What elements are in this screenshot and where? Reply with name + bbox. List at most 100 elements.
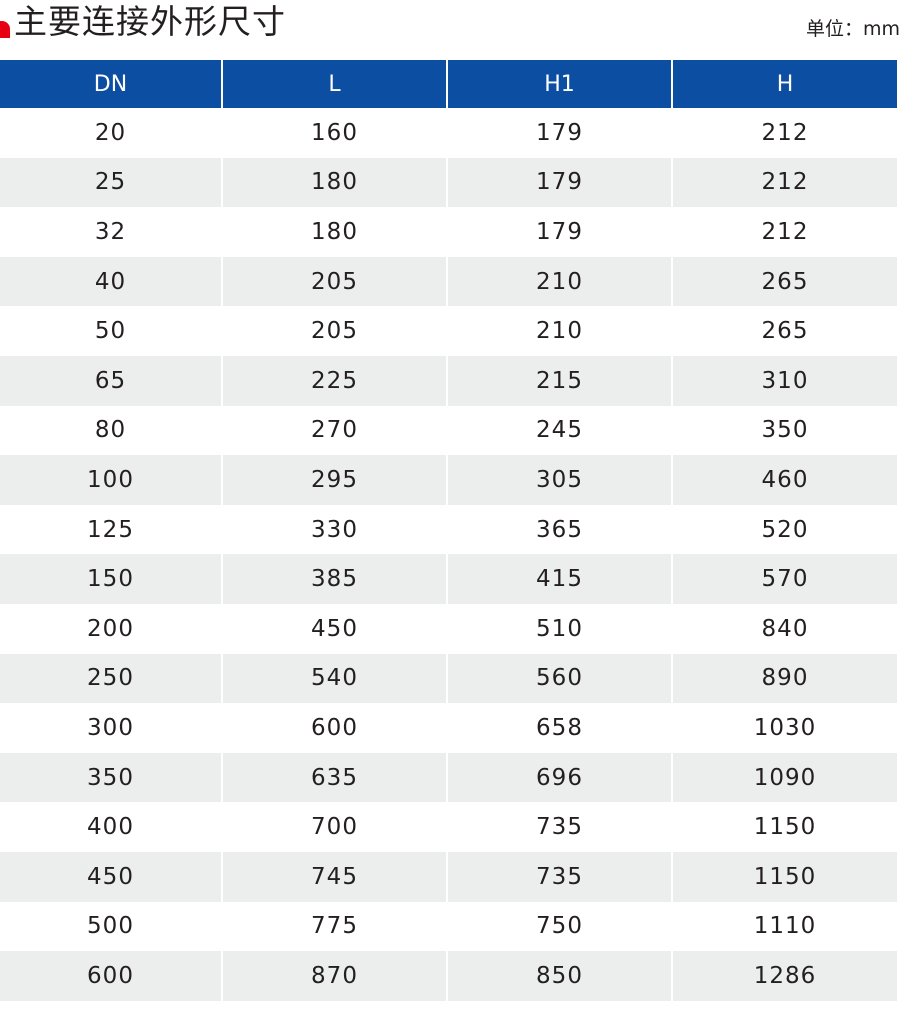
column-header-h1: H1 bbox=[446, 60, 672, 108]
cell-dn: 50 bbox=[0, 306, 222, 356]
table-row: 80 270 245 350 bbox=[0, 405, 897, 456]
cell-h: 1150 bbox=[671, 851, 897, 902]
table-row: 400 700 735 1150 bbox=[0, 802, 897, 852]
cell-l: 870 bbox=[221, 951, 447, 1001]
table-row: 50 205 210 265 bbox=[0, 306, 897, 356]
cell-h1: 179 bbox=[446, 108, 672, 158]
cell-dn: 350 bbox=[0, 752, 222, 803]
table-row: 100 295 305 460 bbox=[0, 455, 897, 505]
table-row: 450 745 735 1150 bbox=[0, 851, 897, 902]
cell-h1: 560 bbox=[446, 653, 672, 704]
cell-h1: 365 bbox=[446, 504, 672, 555]
cell-h: 265 bbox=[671, 306, 897, 356]
cell-h: 1030 bbox=[671, 703, 897, 753]
cell-h: 570 bbox=[671, 554, 897, 604]
cell-h1: 415 bbox=[446, 554, 672, 604]
cell-l: 225 bbox=[221, 355, 447, 406]
cell-h1: 510 bbox=[446, 603, 672, 654]
cell-h1: 750 bbox=[446, 901, 672, 952]
cell-dn: 600 bbox=[0, 951, 222, 1001]
cell-l: 330 bbox=[221, 504, 447, 555]
table-row: 250 540 560 890 bbox=[0, 653, 897, 704]
cell-h: 1150 bbox=[671, 802, 897, 852]
cell-dn: 25 bbox=[0, 157, 222, 208]
table-row: 40 205 210 265 bbox=[0, 256, 897, 307]
cell-dn: 450 bbox=[0, 851, 222, 902]
cell-h: 212 bbox=[671, 108, 897, 158]
cell-l: 205 bbox=[221, 306, 447, 356]
cell-l: 205 bbox=[221, 256, 447, 307]
cell-h1: 179 bbox=[446, 157, 672, 208]
cell-h: 212 bbox=[671, 207, 897, 257]
cell-h: 350 bbox=[671, 405, 897, 456]
cell-dn: 125 bbox=[0, 504, 222, 555]
title-accent-marker bbox=[0, 21, 10, 38]
cell-dn: 150 bbox=[0, 554, 222, 604]
cell-l: 745 bbox=[221, 851, 447, 902]
cell-dn: 80 bbox=[0, 405, 222, 456]
cell-dn: 65 bbox=[0, 355, 222, 406]
table-row: 65 225 215 310 bbox=[0, 355, 897, 406]
cell-h1: 210 bbox=[446, 306, 672, 356]
cell-l: 295 bbox=[221, 455, 447, 505]
table-row: 25 180 179 212 bbox=[0, 157, 897, 208]
cell-l: 385 bbox=[221, 554, 447, 604]
cell-dn: 20 bbox=[0, 108, 222, 158]
table-row: 300 600 658 1030 bbox=[0, 703, 897, 753]
cell-h1: 735 bbox=[446, 802, 672, 852]
cell-h: 1286 bbox=[671, 951, 897, 1001]
cell-dn: 32 bbox=[0, 207, 222, 257]
column-header-dn: DN bbox=[0, 60, 222, 108]
cell-h: 890 bbox=[671, 653, 897, 704]
cell-l: 450 bbox=[221, 603, 447, 654]
table-row: 150 385 415 570 bbox=[0, 554, 897, 604]
cell-dn: 100 bbox=[0, 455, 222, 505]
column-header-h: H bbox=[671, 60, 897, 108]
table-row: 32 180 179 212 bbox=[0, 207, 897, 257]
cell-l: 600 bbox=[221, 703, 447, 753]
unit-label: 单位：mm bbox=[805, 18, 900, 40]
table-row: 125 330 365 520 bbox=[0, 504, 897, 555]
cell-h: 1090 bbox=[671, 752, 897, 803]
cell-h: 310 bbox=[671, 355, 897, 406]
cell-h1: 245 bbox=[446, 405, 672, 456]
table-row: 350 635 696 1090 bbox=[0, 752, 897, 803]
cell-l: 700 bbox=[221, 802, 447, 852]
cell-dn: 400 bbox=[0, 802, 222, 852]
cell-h: 460 bbox=[671, 455, 897, 505]
cell-h: 1110 bbox=[671, 901, 897, 952]
cell-h1: 658 bbox=[446, 703, 672, 753]
table-row: 200 450 510 840 bbox=[0, 603, 897, 654]
cell-h1: 305 bbox=[446, 455, 672, 505]
cell-l: 635 bbox=[221, 752, 447, 803]
table-header-row: DN L H1 H bbox=[0, 60, 897, 108]
cell-dn: 40 bbox=[0, 256, 222, 307]
cell-h1: 215 bbox=[446, 355, 672, 406]
cell-l: 180 bbox=[221, 157, 447, 208]
table-row: 20 160 179 212 bbox=[0, 108, 897, 158]
cell-h1: 696 bbox=[446, 752, 672, 803]
table-row: 600 870 850 1286 bbox=[0, 951, 897, 1001]
cell-h1: 210 bbox=[446, 256, 672, 307]
table-row: 500 775 750 1110 bbox=[0, 901, 897, 952]
table-body: 20 160 179 212 25 180 179 212 32 180 179 212 40 205 21… bbox=[0, 108, 897, 1001]
dimensions-table: DN L H1 H 20 160 179 212 25 180 179 212 32 180 179… bbox=[0, 60, 897, 1001]
cell-l: 270 bbox=[221, 405, 447, 456]
cell-l: 775 bbox=[221, 901, 447, 952]
cell-l: 540 bbox=[221, 653, 447, 704]
cell-h: 265 bbox=[671, 256, 897, 307]
cell-l: 160 bbox=[221, 108, 447, 158]
page-title: 主要连接外形尺寸 bbox=[14, 2, 286, 41]
cell-l: 180 bbox=[221, 207, 447, 257]
cell-dn: 500 bbox=[0, 901, 222, 952]
cell-h1: 735 bbox=[446, 851, 672, 902]
cell-h: 212 bbox=[671, 157, 897, 208]
cell-dn: 250 bbox=[0, 653, 222, 704]
column-header-l: L bbox=[221, 60, 447, 108]
cell-h: 520 bbox=[671, 504, 897, 555]
cell-h1: 179 bbox=[446, 207, 672, 257]
cell-dn: 200 bbox=[0, 603, 222, 654]
cell-dn: 300 bbox=[0, 703, 222, 753]
cell-h: 840 bbox=[671, 603, 897, 654]
cell-h1: 850 bbox=[446, 951, 672, 1001]
